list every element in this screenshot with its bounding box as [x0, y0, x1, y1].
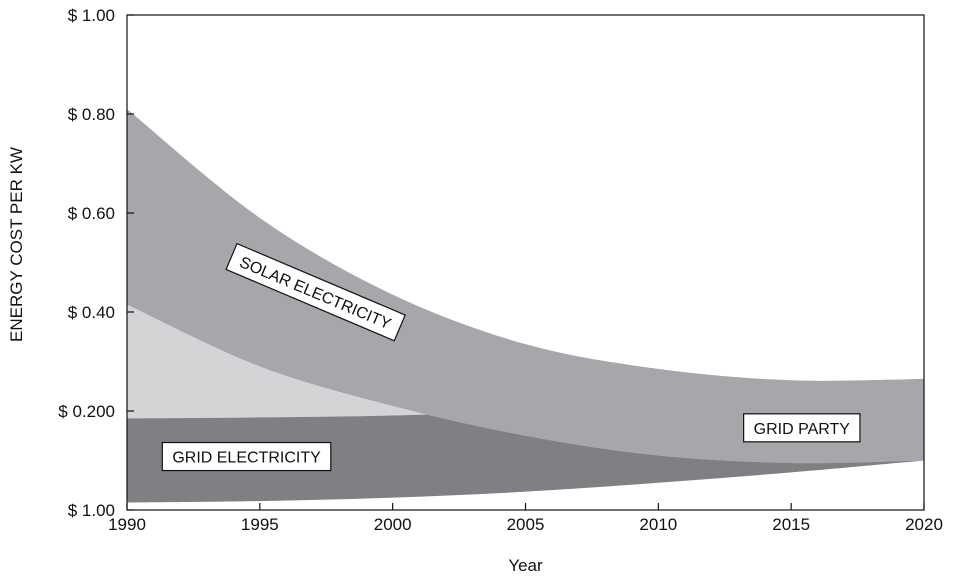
y-tick-label: $ 0.40 [68, 303, 115, 322]
x-axis-title: Year [508, 556, 543, 575]
y-tick-label: $ 0.60 [68, 204, 115, 223]
y-tick-label: $ 1.00 [68, 501, 115, 520]
band-label-box [743, 413, 861, 443]
band-label-text: GRID PARTY [754, 421, 851, 438]
band-label-text: GRID ELECTRICITY [172, 450, 321, 467]
y-tick-label: $ 0.80 [68, 105, 115, 124]
y-axis: $ 1.00 $ 0.200 $ 0.40 $ 0.60 $ 0.80 $ 1.00 [58, 6, 134, 520]
chart-bands [127, 109, 924, 503]
y-tick-label: $ 0.200 [58, 402, 115, 421]
y-tick-label: $ 1.00 [68, 6, 115, 25]
x-axis: 1990 1995 2000 2005 2010 2015 2020 [108, 503, 943, 534]
y-axis-title: ENERGY COST PER KW [7, 147, 26, 342]
x-tick-label: 2020 [905, 515, 943, 534]
band-label: GRID ELECTRICITY [161, 441, 332, 472]
x-tick-label: 1995 [241, 515, 279, 534]
x-tick-label: 2010 [639, 515, 677, 534]
x-tick-label: 2000 [374, 515, 412, 534]
x-tick-label: 2015 [772, 515, 810, 534]
band-label-box [225, 242, 406, 342]
band-label-box [161, 441, 332, 472]
band-label: GRID PARTY [743, 413, 861, 443]
x-tick-label: 1990 [108, 515, 146, 534]
solar-electricity-band [127, 109, 924, 464]
x-tick-label: 2005 [507, 515, 545, 534]
